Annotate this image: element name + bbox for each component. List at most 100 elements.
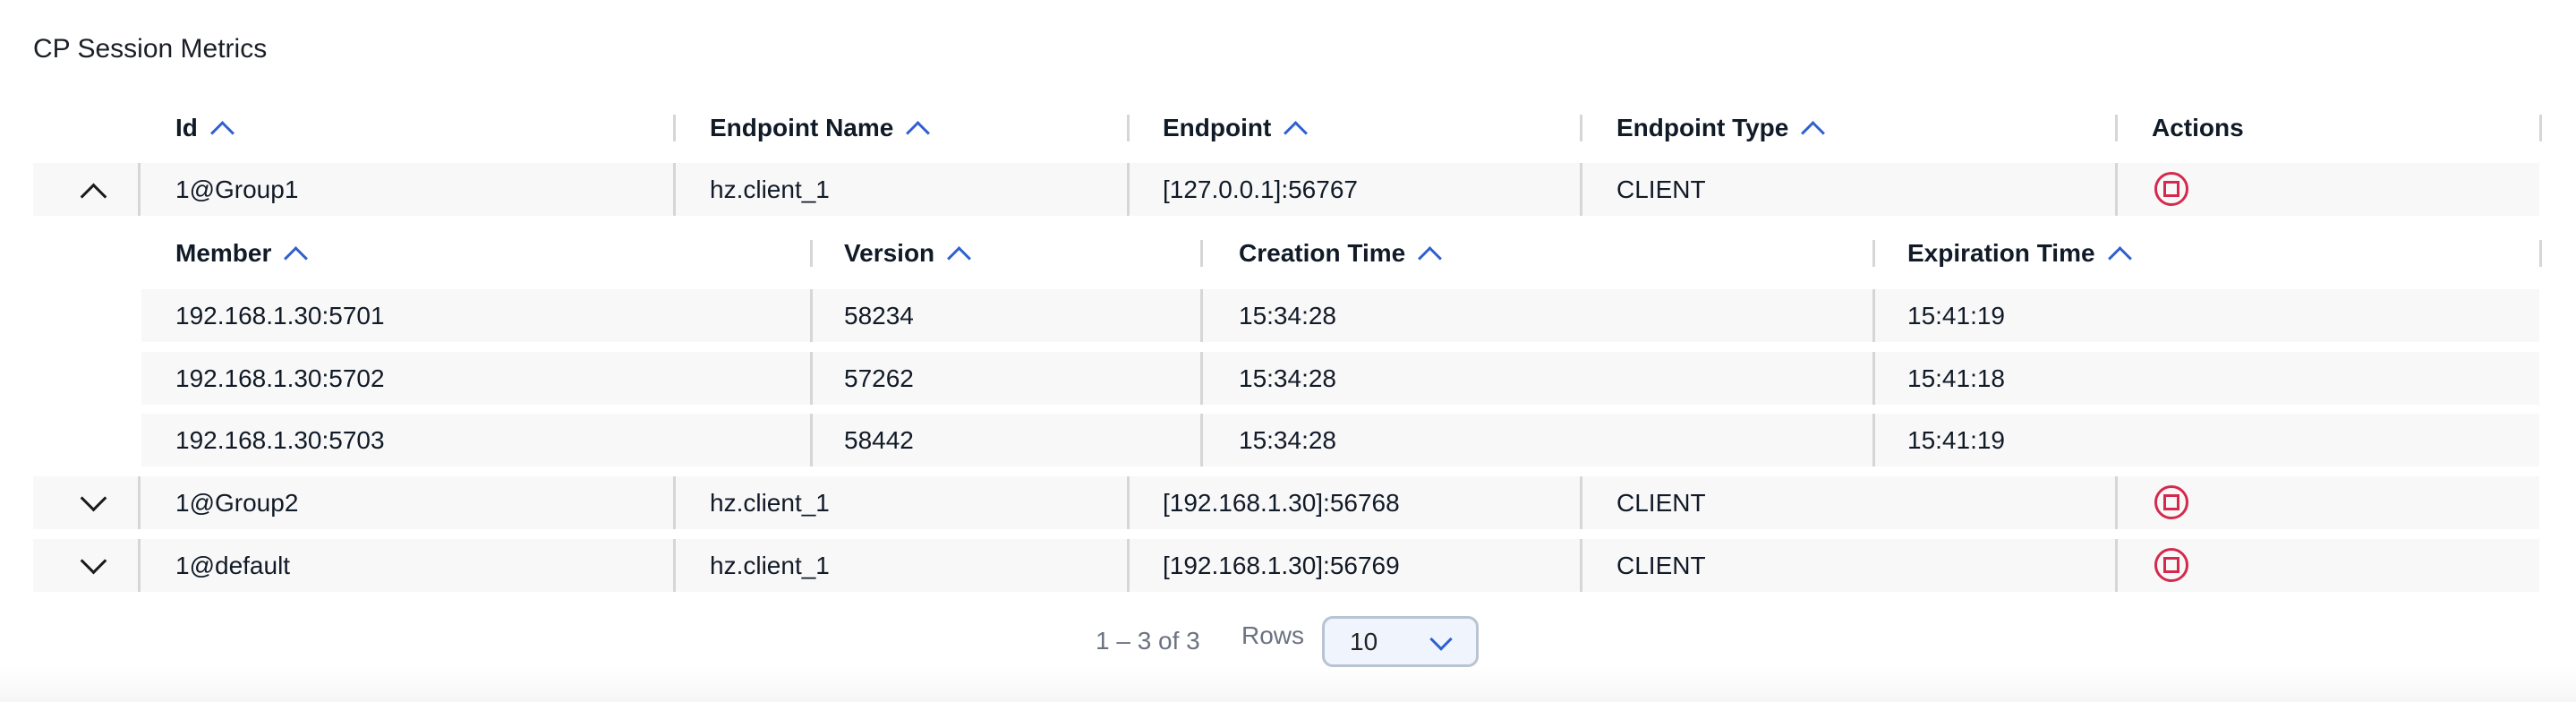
column-divider — [138, 163, 141, 216]
column-divider — [1872, 352, 1875, 405]
column-divider — [138, 539, 141, 592]
stop-icon — [2163, 494, 2179, 510]
column-divider — [2115, 163, 2118, 216]
stop-icon — [2163, 557, 2179, 573]
cell-endpoint-name: hz.client_1 — [710, 551, 830, 579]
column-divider — [810, 414, 813, 467]
cell-endpoint-type: CLIENT — [1616, 175, 1706, 203]
stop-session-button[interactable] — [2154, 548, 2188, 582]
column-divider — [1580, 163, 1582, 216]
column-divider[interactable] — [1872, 240, 1875, 267]
column-label: Creation Time — [1239, 239, 1406, 267]
cell-creation-time: 15:34:28 — [1239, 364, 1336, 392]
cell-creation-time: 15:34:28 — [1239, 301, 1336, 330]
sort-ascending-icon[interactable] — [1801, 120, 1826, 145]
sort-ascending-icon[interactable] — [906, 120, 931, 145]
column-header-actions: Actions — [2152, 101, 2244, 155]
column-divider — [673, 476, 676, 529]
cell-creation-time: 15:34:28 — [1239, 425, 1336, 454]
cell-expiration-time: 15:41:19 — [1907, 301, 2005, 330]
sub-table-row: 192.168.1.30:5701 58234 15:34:28 15:41:1… — [141, 289, 2539, 342]
column-divider[interactable] — [1127, 115, 1130, 141]
cell-version: 57262 — [844, 364, 914, 392]
column-divider[interactable] — [1200, 240, 1203, 267]
column-divider — [1872, 414, 1875, 467]
column-label: Member — [175, 239, 272, 267]
rows-per-page-label: Rows — [1241, 621, 1305, 649]
sort-ascending-icon[interactable] — [284, 245, 309, 270]
sort-ascending-icon[interactable] — [2107, 245, 2132, 270]
stop-icon — [2163, 181, 2179, 197]
column-header-endpoint[interactable]: Endpoint — [1163, 101, 1309, 155]
table-row: 1@Group1 hz.client_1 [127.0.0.1]:56767 C… — [33, 163, 2539, 216]
cell-id: 1@Group2 — [175, 488, 299, 517]
column-divider — [673, 163, 676, 216]
sort-ascending-icon[interactable] — [1284, 120, 1309, 145]
cell-id: 1@Group1 — [175, 175, 299, 203]
page-title: CP Session Metrics — [33, 34, 268, 64]
stop-session-button[interactable] — [2154, 172, 2188, 206]
column-divider — [1200, 352, 1203, 405]
cell-endpoint-type: CLIENT — [1616, 551, 1706, 579]
column-divider — [1580, 476, 1582, 529]
collapse-row-chevron-up-icon[interactable] — [80, 183, 107, 210]
column-header-endpoint-type[interactable]: Endpoint Type — [1616, 101, 1826, 155]
cell-endpoint-name: hz.client_1 — [710, 175, 830, 203]
column-divider — [1127, 539, 1130, 592]
column-divider[interactable] — [1580, 115, 1582, 141]
column-header-member[interactable]: Member — [175, 227, 309, 280]
footer-background — [0, 667, 2576, 702]
table-row: 1@Group2 hz.client_1 [192.168.1.30]:5676… — [33, 476, 2539, 529]
column-divider — [673, 539, 676, 592]
column-header-id[interactable]: Id — [175, 101, 235, 155]
column-divider — [810, 352, 813, 405]
sort-ascending-icon[interactable] — [209, 120, 235, 145]
cell-expiration-time: 15:41:18 — [1907, 364, 2005, 392]
column-divider — [1127, 163, 1130, 216]
sort-ascending-icon[interactable] — [947, 245, 972, 270]
column-label: Endpoint Name — [710, 114, 894, 141]
column-divider[interactable] — [2115, 115, 2118, 141]
expand-row-chevron-down-icon[interactable] — [80, 484, 107, 512]
cell-member: 192.168.1.30:5701 — [175, 301, 385, 330]
column-divider — [1580, 539, 1582, 592]
cell-endpoint: [192.168.1.30]:56769 — [1163, 551, 1400, 579]
column-header-expiration-time[interactable]: Expiration Time — [1907, 227, 2132, 280]
column-divider — [810, 289, 813, 342]
column-label: Endpoint Type — [1616, 114, 1789, 141]
column-divider — [1200, 289, 1203, 342]
column-divider[interactable] — [810, 240, 813, 267]
column-label: Expiration Time — [1907, 239, 2095, 267]
cell-member: 192.168.1.30:5702 — [175, 364, 385, 392]
column-divider[interactable] — [2539, 115, 2542, 141]
cell-endpoint: [127.0.0.1]:56767 — [1163, 175, 1358, 203]
cell-endpoint: [192.168.1.30]:56768 — [1163, 488, 1400, 517]
expand-row-chevron-down-icon[interactable] — [80, 547, 107, 575]
column-header-version[interactable]: Version — [844, 227, 972, 280]
column-label: Actions — [2152, 114, 2244, 141]
column-divider — [2115, 539, 2118, 592]
column-divider — [1200, 414, 1203, 467]
column-label: Endpoint — [1163, 114, 1272, 141]
column-divider[interactable] — [673, 115, 676, 141]
cell-endpoint-type: CLIENT — [1616, 488, 1706, 517]
sub-table-row: 192.168.1.30:5702 57262 15:34:28 15:41:1… — [141, 352, 2539, 405]
column-divider — [1872, 289, 1875, 342]
column-label: Version — [844, 239, 935, 267]
cell-endpoint-name: hz.client_1 — [710, 488, 830, 517]
cell-expiration-time: 15:41:19 — [1907, 425, 2005, 454]
stop-session-button[interactable] — [2154, 485, 2188, 519]
rows-per-page-value: 10 — [1350, 627, 1378, 655]
column-header-creation-time[interactable]: Creation Time — [1239, 227, 1443, 280]
cell-version: 58234 — [844, 301, 914, 330]
column-header-endpoint-name[interactable]: Endpoint Name — [710, 101, 931, 155]
rows-per-page-select[interactable]: 10 — [1322, 616, 1479, 667]
pagination-range: 1 – 3 of 3 — [1096, 627, 1200, 655]
column-label: Id — [175, 114, 198, 141]
sort-ascending-icon[interactable] — [1418, 245, 1443, 270]
sub-table-row: 192.168.1.30:5703 58442 15:34:28 15:41:1… — [141, 414, 2539, 467]
cell-version: 58442 — [844, 425, 914, 454]
column-divider — [1127, 476, 1130, 529]
table-row: 1@default hz.client_1 [192.168.1.30]:567… — [33, 539, 2539, 592]
column-divider[interactable] — [2539, 240, 2542, 267]
